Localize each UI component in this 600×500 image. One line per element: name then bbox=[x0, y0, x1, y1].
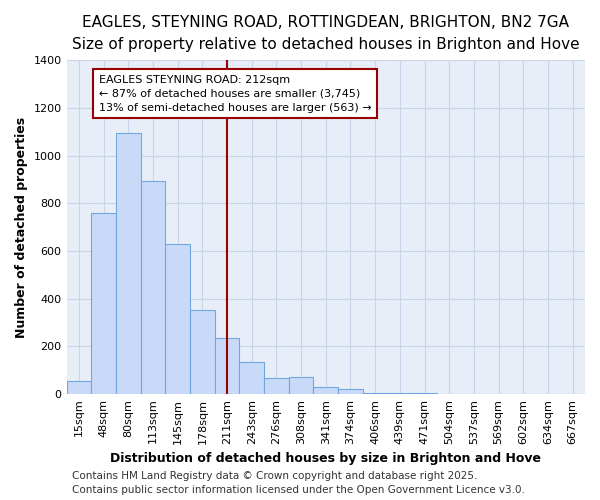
Bar bbox=[165, 244, 190, 394]
Bar bbox=[116, 133, 140, 394]
Bar bbox=[289, 377, 313, 394]
Bar bbox=[140, 180, 165, 394]
Text: EAGLES STEYNING ROAD: 212sqm
← 87% of detached houses are smaller (3,745)
13% of: EAGLES STEYNING ROAD: 212sqm ← 87% of de… bbox=[98, 74, 371, 112]
Text: Contains HM Land Registry data © Crown copyright and database right 2025.
Contai: Contains HM Land Registry data © Crown c… bbox=[72, 471, 525, 495]
Bar bbox=[363, 392, 388, 394]
Bar bbox=[190, 310, 215, 394]
Bar bbox=[67, 382, 91, 394]
Bar bbox=[313, 386, 338, 394]
Bar bbox=[215, 338, 239, 394]
X-axis label: Distribution of detached houses by size in Brighton and Hove: Distribution of detached houses by size … bbox=[110, 452, 541, 465]
Bar bbox=[239, 362, 264, 394]
Y-axis label: Number of detached properties: Number of detached properties bbox=[15, 116, 28, 338]
Bar bbox=[91, 213, 116, 394]
Bar bbox=[338, 389, 363, 394]
Bar bbox=[264, 378, 289, 394]
Title: EAGLES, STEYNING ROAD, ROTTINGDEAN, BRIGHTON, BN2 7GA
Size of property relative : EAGLES, STEYNING ROAD, ROTTINGDEAN, BRIG… bbox=[72, 15, 580, 52]
Bar bbox=[388, 393, 412, 394]
